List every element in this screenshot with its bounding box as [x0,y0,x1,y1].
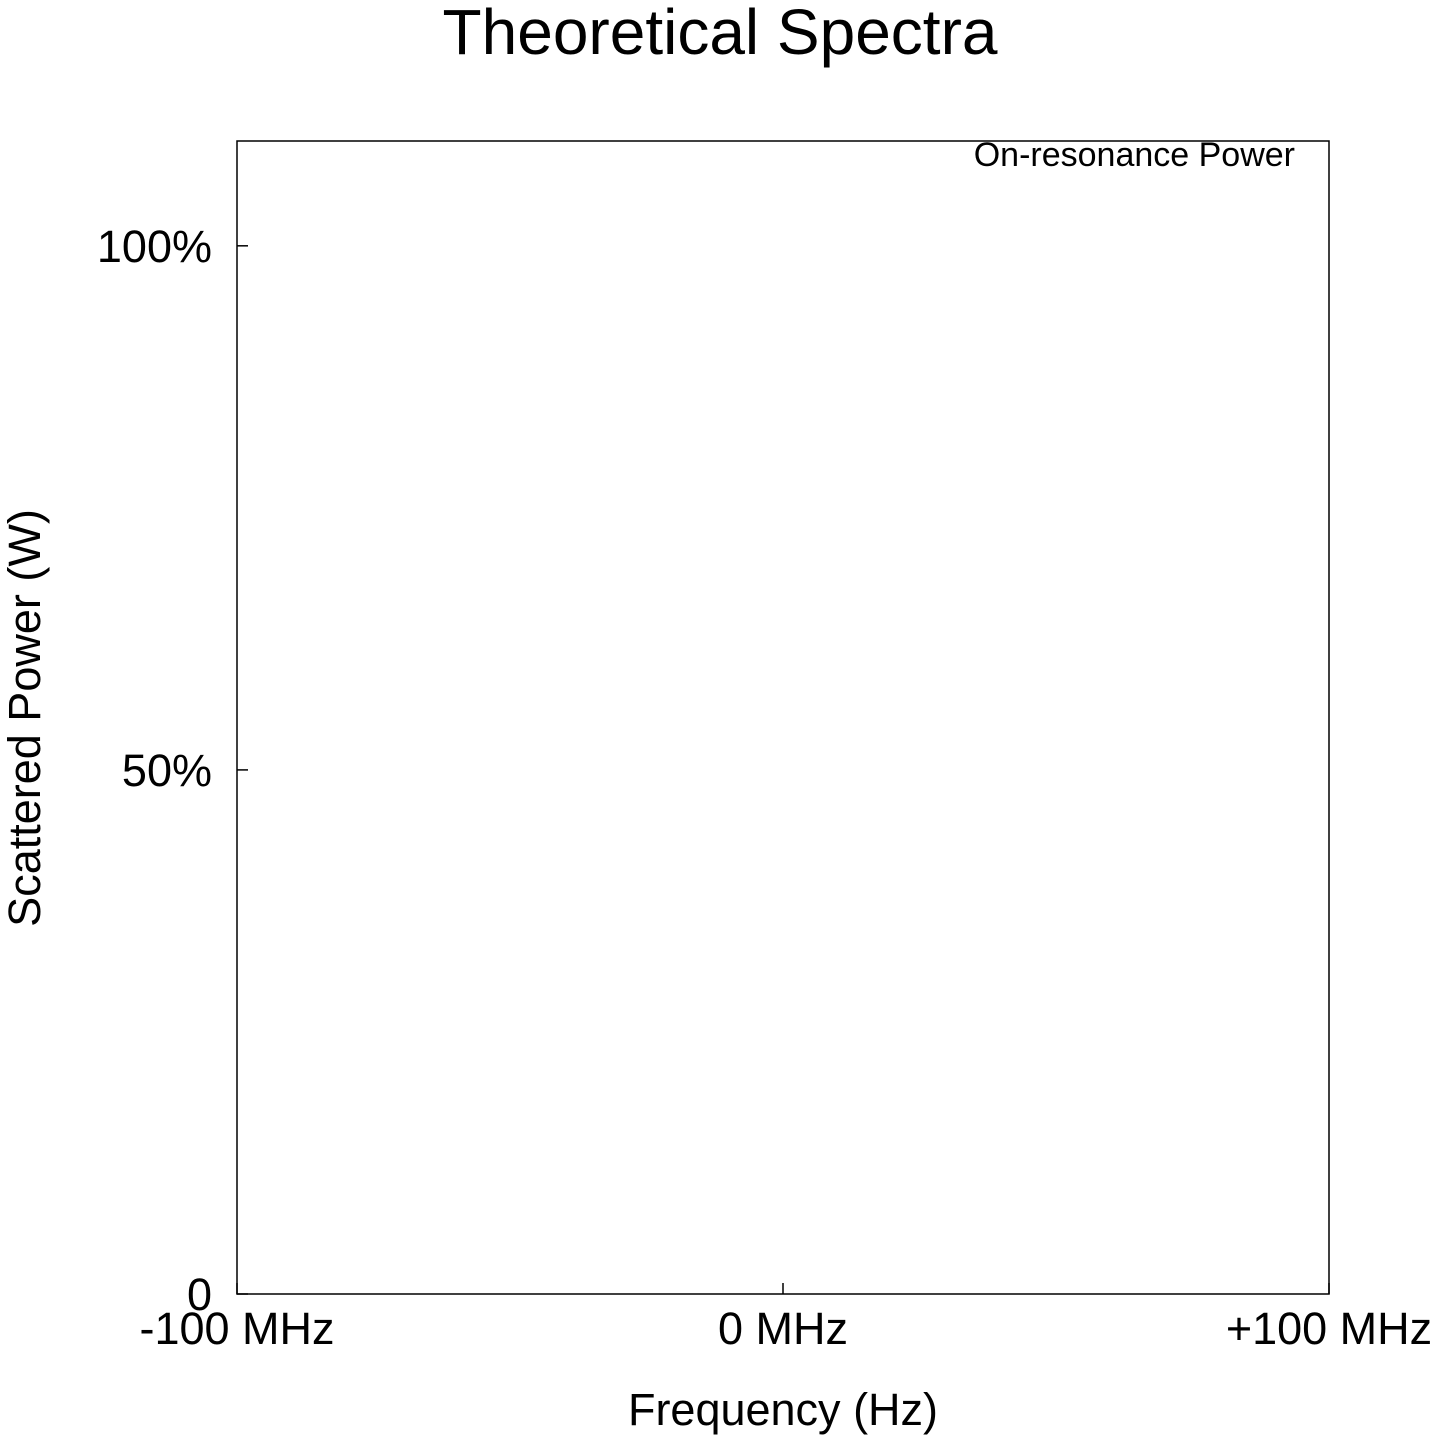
y-axis-label: Scattered Power (W) [0,509,50,927]
legend-entry: On-resonance Power [974,136,1295,174]
y-tick-label: 100% [97,221,212,272]
x-tick-label: 0 MHz [718,1303,848,1354]
x-tick-label: +100 MHz [1226,1303,1432,1354]
y-tick-label: 50% [122,745,212,796]
plot-frame [236,140,1330,1295]
x-axis-label: Frequency (Hz) [628,1384,938,1435]
ticks-layer: -100 MHz 0 MHz +100 MHz 0 50% 100% [97,221,1432,1354]
chart-title: Theoretical Spectra [443,0,998,68]
x-tick-label: -100 MHz [139,1303,334,1354]
y-tick-label: 0 [187,1269,212,1320]
